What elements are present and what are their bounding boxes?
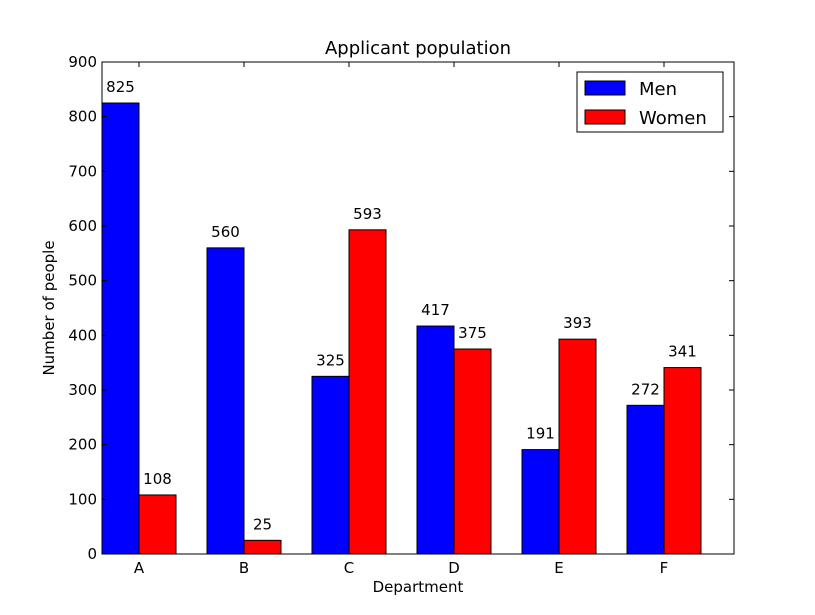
data-label-men-f: 272 — [631, 380, 660, 398]
x-tick-label: D — [448, 559, 460, 577]
bar-women-f — [663, 367, 702, 555]
data-label-women-e: 393 — [563, 314, 592, 332]
x-tick-label: A — [134, 559, 145, 577]
x-tick-label: B — [239, 559, 249, 577]
y-tick-label: 900 — [68, 53, 97, 71]
data-label-men-b: 560 — [211, 223, 240, 241]
data-label-women-a: 108 — [143, 470, 172, 488]
y-tick-label: 200 — [68, 436, 97, 454]
y-tick-label: 700 — [68, 162, 97, 180]
bar-men-d — [416, 325, 455, 555]
data-label-men-d: 417 — [421, 301, 450, 319]
y-tick-label: 600 — [68, 217, 97, 235]
y-tick-label: 400 — [68, 326, 97, 344]
chart-title: Applicant population — [325, 38, 511, 59]
bar-women-b — [243, 539, 282, 555]
legend-label-women: Women — [639, 108, 707, 129]
data-label-women-b: 25 — [253, 515, 272, 533]
x-axis-label: Department — [373, 578, 464, 596]
y-tick-label: 300 — [68, 381, 97, 399]
x-tick-label: F — [660, 559, 669, 577]
legend-swatch-men — [584, 80, 626, 96]
bar-men-f — [626, 404, 665, 555]
bar-women-a — [138, 494, 177, 555]
legend-label-men: Men — [639, 79, 677, 100]
y-axis-label: Number of people — [40, 240, 58, 375]
data-label-women-c: 593 — [353, 205, 382, 223]
bar-men-a — [101, 102, 140, 555]
y-tick-label: 100 — [68, 490, 97, 508]
x-tick-label: C — [344, 559, 354, 577]
data-label-women-d: 375 — [458, 324, 487, 342]
bar-women-e — [558, 338, 597, 555]
y-tick-label: 500 — [68, 272, 97, 290]
plot-frame — [101, 61, 735, 555]
bar-men-b — [206, 247, 245, 555]
bar-women-c — [348, 229, 387, 555]
x-tick-label: E — [554, 559, 563, 577]
legend: Men Women — [576, 71, 724, 133]
data-label-men-c: 325 — [316, 351, 345, 369]
data-label-men-a: 825 — [106, 78, 135, 96]
bar-women-d — [453, 348, 492, 555]
y-tick-label: 0 — [87, 545, 97, 563]
bar-men-c — [311, 375, 350, 555]
data-label-women-f: 341 — [668, 343, 697, 361]
y-tick-label: 800 — [68, 108, 97, 126]
data-label-men-e: 191 — [526, 425, 555, 443]
bar-men-e — [521, 449, 560, 555]
legend-swatch-women — [584, 109, 626, 125]
